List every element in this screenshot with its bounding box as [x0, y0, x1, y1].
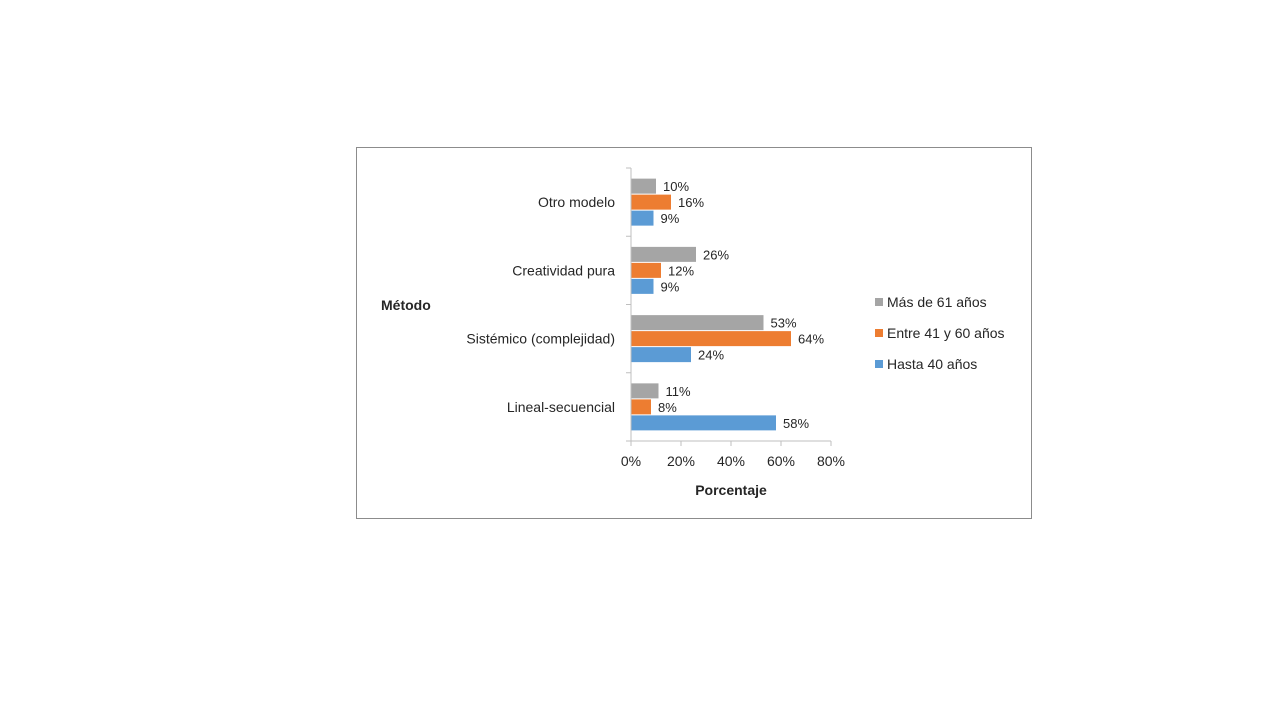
bar-2-2 [631, 331, 791, 347]
category-label-3: Creatividad pura [512, 262, 615, 278]
bar-1-1 [631, 415, 776, 431]
category-label-4: Otro modelo [538, 194, 615, 210]
data-label-2-1: 8% [658, 400, 677, 415]
bars-group [631, 178, 791, 431]
x-tick-label-5: 80% [817, 453, 845, 469]
data-label-1-3: 9% [661, 279, 680, 294]
category-label-1: Lineal-secuencial [507, 399, 615, 415]
data-label-3-4: 10% [663, 179, 689, 194]
bar-3-3 [631, 246, 696, 262]
data-label-1-2: 24% [698, 348, 724, 363]
legend: Más de 61 años Entre 41 y 60 años Hasta 40… [875, 294, 1005, 372]
bar-2-1 [631, 399, 651, 415]
x-tick-label-3: 40% [717, 453, 745, 469]
bar-chart: 11%8%58%53%64%24%26%12%9%10%16%9% Lineal… [381, 167, 1005, 498]
bar-1-3 [631, 278, 654, 294]
axes-group [626, 167, 832, 446]
category-labels-group: Lineal-secuencial Sistémico (complejidad)… [466, 194, 615, 415]
bar-3-4 [631, 178, 656, 194]
x-tick-label-2: 20% [667, 453, 695, 469]
data-label-3-2: 53% [771, 316, 797, 331]
data-label-2-2: 64% [798, 332, 824, 347]
data-label-2-4: 16% [678, 195, 704, 210]
bar-2-3 [631, 262, 661, 278]
y-axis-title: Método [381, 297, 431, 313]
data-label-3-3: 26% [703, 247, 729, 262]
legend-label-3: Hasta 40 años [887, 356, 977, 372]
bar-1-2 [631, 347, 691, 363]
legend-swatch-1 [875, 298, 883, 306]
legend-label-2: Entre 41 y 60 años [887, 325, 1005, 341]
x-ticks-group: 0% 20% 40% 60% 80% [621, 453, 845, 469]
x-tick-label-1: 0% [621, 453, 641, 469]
bar-3-2 [631, 315, 764, 331]
legend-swatch-2 [875, 329, 883, 337]
data-labels-group: 11%8%58%53%64%24%26%12%9%10%16%9% [658, 179, 824, 431]
bar-1-4 [631, 210, 654, 226]
data-label-2-3: 12% [668, 263, 694, 278]
bar-2-4 [631, 194, 671, 210]
data-label-1-1: 58% [783, 416, 809, 431]
data-label-3-1: 11% [666, 384, 691, 399]
x-axis-title: Porcentaje [695, 482, 767, 498]
data-label-1-4: 9% [661, 211, 680, 226]
bar-3-1 [631, 383, 659, 399]
legend-swatch-3 [875, 360, 883, 368]
category-label-2: Sistémico (complejidad) [466, 331, 615, 347]
x-tick-label-4: 60% [767, 453, 795, 469]
chart-frame: 11% 8% 58% 53% 64% 24% 26% 12% 9% 10% 16% 9% Lineal… [356, 147, 1032, 519]
legend-label-1: Más de 61 años [887, 294, 987, 310]
